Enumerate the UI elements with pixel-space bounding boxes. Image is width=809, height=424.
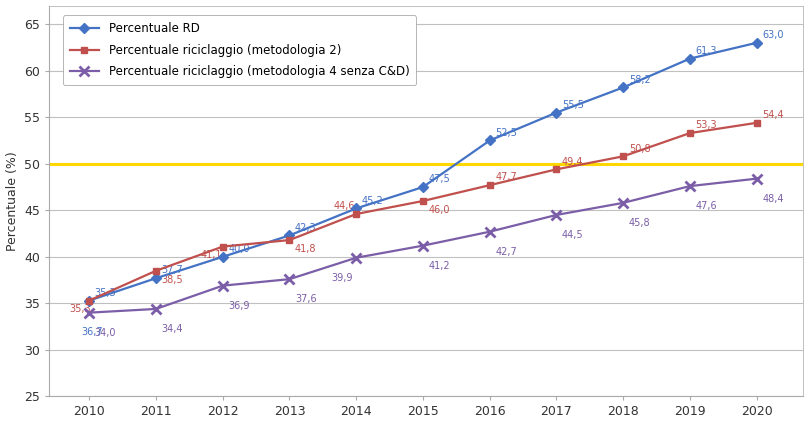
Text: 35,3: 35,3 [95, 288, 116, 298]
Text: 41,2: 41,2 [429, 261, 450, 271]
Percentuale RD [685, 56, 695, 61]
Y-axis label: Percentuale (%): Percentuale (%) [6, 151, 19, 251]
Percentuale riciclaggio (metodologia 2) [285, 237, 294, 243]
Text: 50,8: 50,8 [629, 144, 650, 153]
Text: 44,6: 44,6 [334, 201, 355, 211]
Percentuale riciclaggio (metodologia 2) [618, 154, 628, 159]
Percentuale riciclaggio (metodologia 2) [485, 183, 494, 188]
Text: 47,7: 47,7 [495, 173, 517, 182]
Text: 63,0: 63,0 [762, 30, 784, 40]
Text: 40,0: 40,0 [228, 244, 250, 254]
Text: 45,8: 45,8 [629, 218, 650, 228]
Text: 49,4: 49,4 [562, 156, 583, 167]
Percentuale RD [418, 184, 428, 190]
Text: 39,9: 39,9 [331, 273, 353, 283]
Percentuale RD [351, 206, 361, 211]
Percentuale riciclaggio (metodologia 4 senza C&D) [485, 229, 494, 234]
Percentuale RD [218, 254, 227, 259]
Percentuale riciclaggio (metodologia 2) [552, 167, 561, 172]
Text: 34,4: 34,4 [162, 324, 183, 334]
Percentuale riciclaggio (metodologia 4 senza C&D) [618, 200, 628, 205]
Percentuale RD [84, 298, 94, 303]
Text: 42,7: 42,7 [495, 247, 517, 257]
Text: 41,8: 41,8 [295, 244, 316, 254]
Text: 37,7: 37,7 [162, 265, 184, 276]
Text: 36,9: 36,9 [228, 301, 250, 311]
Text: 48,4: 48,4 [762, 194, 784, 204]
Percentuale riciclaggio (metodologia 2) [84, 298, 94, 303]
Legend: Percentuale RD, Percentuale riciclaggio (metodologia 2), Percentuale riciclaggio: Percentuale RD, Percentuale riciclaggio … [62, 15, 417, 85]
Text: 53,3: 53,3 [696, 120, 717, 130]
Text: 45,2: 45,2 [362, 195, 383, 206]
Percentuale RD [285, 233, 294, 238]
Text: 44,5: 44,5 [562, 230, 583, 240]
Text: 34,0: 34,0 [95, 328, 116, 338]
Line: Percentuale riciclaggio (metodologia 2): Percentuale riciclaggio (metodologia 2) [86, 119, 760, 304]
Text: 42,3: 42,3 [295, 223, 316, 233]
Percentuale riciclaggio (metodologia 2) [685, 131, 695, 136]
Percentuale riciclaggio (metodologia 4 senza C&D) [218, 283, 227, 288]
Percentuale riciclaggio (metodologia 4 senza C&D) [151, 307, 161, 312]
Text: 52,5: 52,5 [495, 128, 517, 138]
Text: 55,5: 55,5 [562, 100, 584, 110]
Text: 58,2: 58,2 [629, 75, 650, 85]
Text: 47,5: 47,5 [429, 174, 451, 184]
Percentuale RD [151, 276, 161, 281]
Percentuale riciclaggio (metodologia 4 senza C&D) [285, 276, 294, 282]
Percentuale riciclaggio (metodologia 4 senza C&D) [552, 212, 561, 218]
Percentuale riciclaggio (metodologia 4 senza C&D) [685, 184, 695, 189]
Text: 38,5: 38,5 [162, 275, 183, 285]
Percentuale riciclaggio (metodologia 2) [351, 212, 361, 217]
Percentuale RD [618, 85, 628, 90]
Text: 41,1: 41,1 [201, 251, 222, 260]
Percentuale riciclaggio (metodologia 2) [151, 268, 161, 273]
Percentuale riciclaggio (metodologia 4 senza C&D) [418, 243, 428, 248]
Text: 46,0: 46,0 [429, 205, 450, 215]
Text: 47,6: 47,6 [696, 201, 717, 212]
Percentuale riciclaggio (metodologia 2) [418, 198, 428, 204]
Percentuale riciclaggio (metodologia 2) [752, 120, 761, 126]
Text: 35,3: 35,3 [70, 304, 91, 315]
Line: Percentuale RD: Percentuale RD [86, 39, 760, 304]
Percentuale RD [752, 40, 761, 45]
Text: 36,7: 36,7 [81, 327, 103, 337]
Percentuale riciclaggio (metodologia 4 senza C&D) [752, 176, 761, 181]
Text: 61,3: 61,3 [696, 46, 717, 56]
Percentuale RD [552, 110, 561, 115]
Text: 37,6: 37,6 [295, 294, 316, 304]
Percentuale RD [485, 138, 494, 143]
Percentuale riciclaggio (metodologia 4 senza C&D) [351, 255, 361, 260]
Percentuale riciclaggio (metodologia 2) [218, 244, 227, 249]
Text: 54,4: 54,4 [762, 110, 784, 120]
Line: Percentuale riciclaggio (metodologia 4 senza C&D): Percentuale riciclaggio (metodologia 4 s… [84, 174, 761, 318]
Percentuale riciclaggio (metodologia 4 senza C&D) [84, 310, 94, 315]
